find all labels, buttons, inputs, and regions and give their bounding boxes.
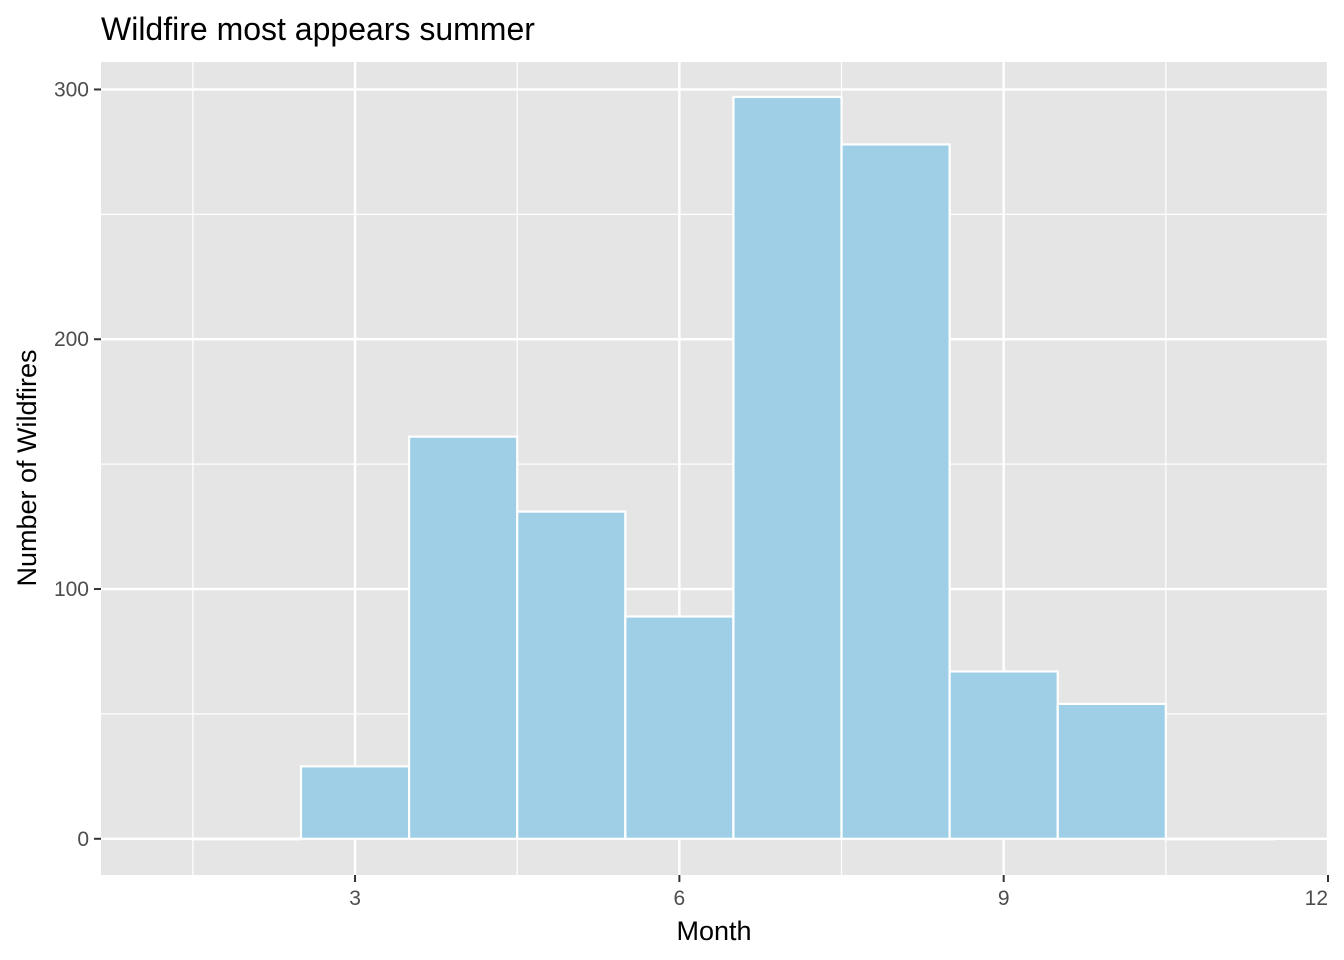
bar-month-10 bbox=[1056, 702, 1167, 840]
bar-month-9 bbox=[948, 670, 1059, 840]
bar-month-3 bbox=[299, 765, 411, 840]
y-axis-title: Number of Wildfires bbox=[12, 349, 42, 586]
y-axis: 0 100 200 300 bbox=[54, 78, 101, 851]
x-axis-title: Month bbox=[676, 916, 751, 946]
bar-month-8 bbox=[840, 143, 951, 840]
x-tick-label: 12 bbox=[1305, 887, 1328, 910]
bar-month-7 bbox=[732, 95, 843, 840]
bar-month-4 bbox=[408, 435, 519, 840]
chart-title: Wildfire most appears summer bbox=[101, 11, 535, 47]
x-tick-label: 9 bbox=[998, 887, 1010, 910]
bar-month-5 bbox=[516, 510, 627, 840]
x-tick-label: 3 bbox=[349, 887, 361, 910]
x-tick-label: 6 bbox=[674, 887, 686, 910]
x-axis: 3 6 9 12 bbox=[349, 875, 1329, 910]
bars bbox=[191, 95, 1276, 841]
bar-month-11 bbox=[1164, 837, 1276, 841]
bar-month-6 bbox=[624, 615, 735, 840]
y-tick-label: 200 bbox=[54, 328, 89, 351]
y-tick-label: 300 bbox=[54, 78, 89, 101]
bar-month-2 bbox=[191, 837, 303, 841]
y-tick-label: 0 bbox=[77, 828, 89, 851]
y-tick-label: 100 bbox=[54, 578, 89, 601]
